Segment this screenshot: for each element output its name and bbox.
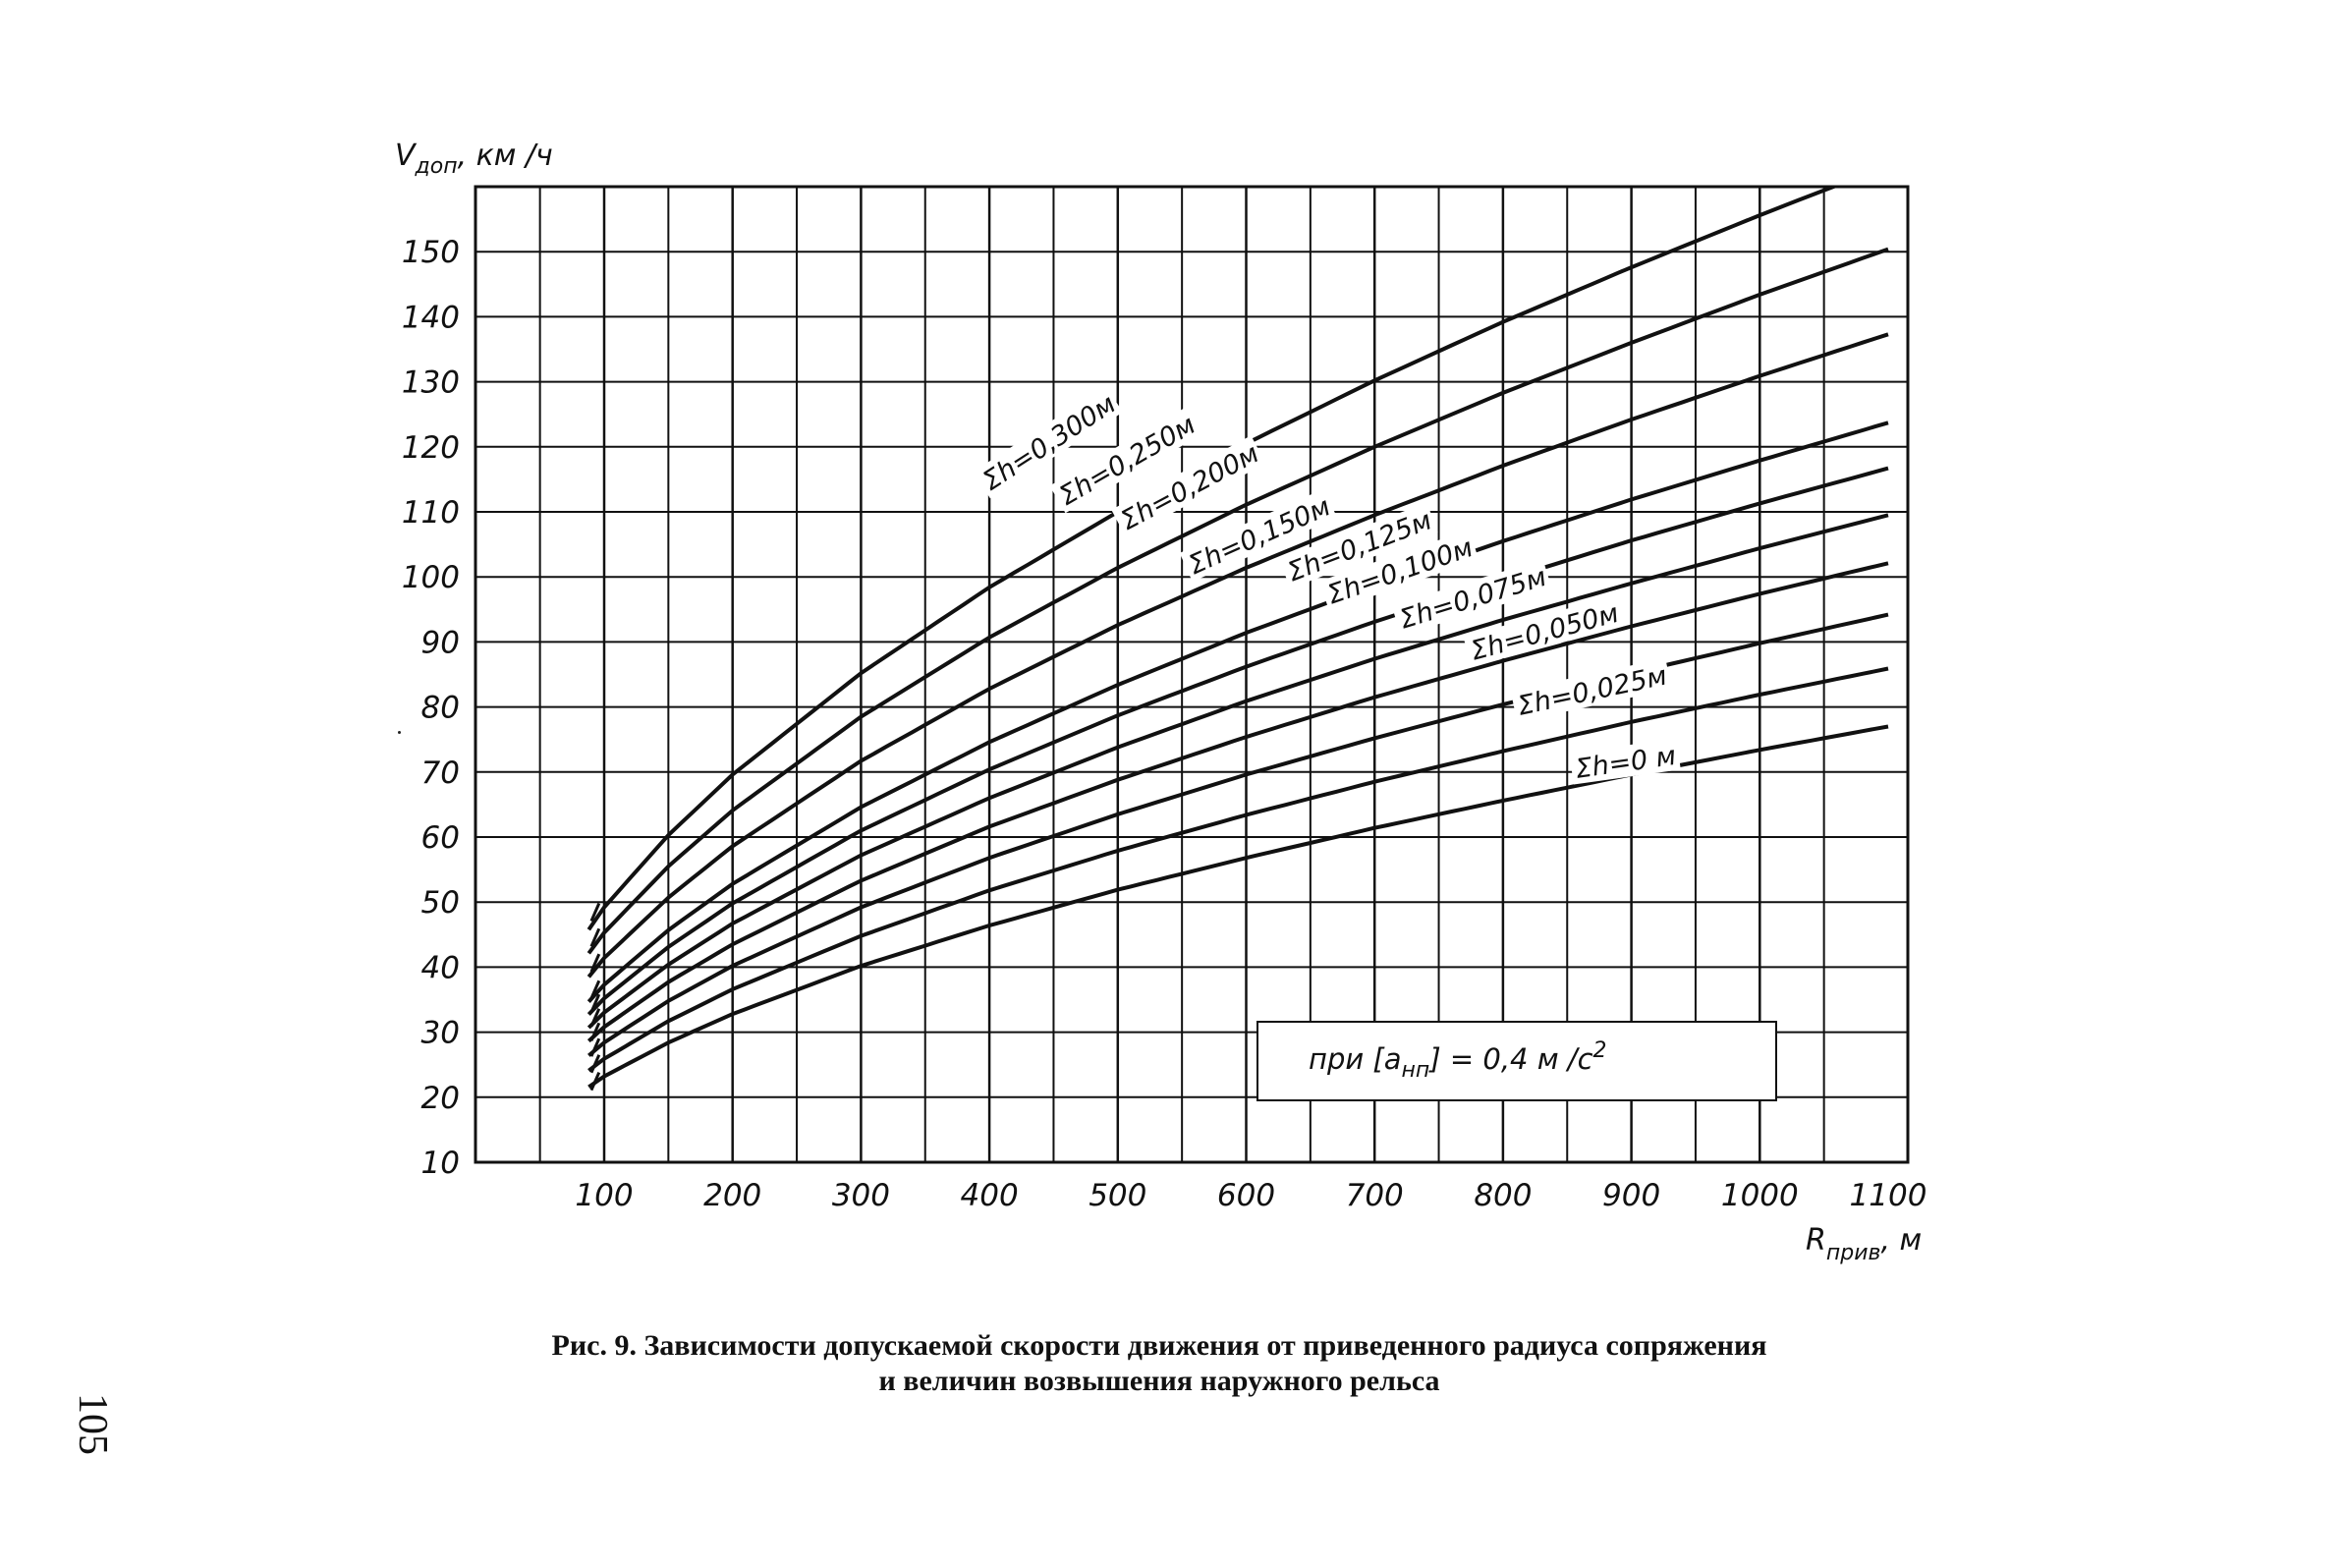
x-tick-label: 900 bbox=[1602, 1178, 1660, 1213]
curve-start-hatch bbox=[589, 980, 601, 999]
curve-Σh=0,025м bbox=[587, 666, 1889, 1073]
curve-Σh=0,200м bbox=[586, 332, 1889, 979]
x-tick-label: 400 bbox=[961, 1178, 1019, 1213]
curve-start-hatch bbox=[589, 1008, 601, 1028]
curve-label-bg bbox=[1049, 406, 1202, 514]
chart-curves bbox=[586, 187, 1889, 1092]
x-tick-label: 700 bbox=[1346, 1178, 1404, 1213]
curve-Σh=0,050м bbox=[587, 612, 1889, 1057]
curve-label-bg bbox=[1278, 502, 1438, 589]
x-tick-label: 1000 bbox=[1721, 1178, 1799, 1213]
curve-label-bg bbox=[1510, 657, 1672, 722]
curve-start-hatch bbox=[589, 993, 601, 1013]
y-tick-label: 140 bbox=[402, 300, 460, 335]
y-tick-label: 90 bbox=[421, 625, 460, 660]
curve-Σh=0,125м bbox=[586, 466, 1889, 1016]
curve-label-group: Σh=0 м bbox=[1569, 738, 1681, 785]
y-tick-label: 20 bbox=[421, 1081, 460, 1116]
y-tick-label: 70 bbox=[421, 756, 460, 791]
curve-start-hatch bbox=[589, 1054, 601, 1074]
x-tick-label: 500 bbox=[1089, 1178, 1146, 1213]
x-tick-label: 300 bbox=[832, 1178, 890, 1213]
y-tick-label: 100 bbox=[402, 560, 460, 595]
curve-start-hatch bbox=[589, 1072, 601, 1092]
note-sup: 2 bbox=[1593, 1038, 1607, 1063]
figure-caption: Рис. 9. Зависимости допускаемой скорости… bbox=[432, 1328, 1886, 1399]
y-tick-label: 60 bbox=[421, 820, 460, 856]
curve-label-bg bbox=[1111, 435, 1266, 538]
curve-Σh=0,075м bbox=[586, 561, 1889, 1043]
caption-line-2: и величин возвышения наружного рельса bbox=[878, 1365, 1440, 1397]
x-tick-label: 600 bbox=[1217, 1178, 1275, 1213]
note-suffix: ] = 0,4 м /с bbox=[1427, 1042, 1592, 1076]
x-tick-label: 200 bbox=[703, 1178, 761, 1213]
curve-start-hatch bbox=[589, 1022, 601, 1041]
stray-dot bbox=[398, 731, 401, 734]
x-axis-title-sub: прив bbox=[1826, 1241, 1881, 1265]
curve-label-bg bbox=[1463, 595, 1625, 667]
curve-Σh=0,100м bbox=[586, 513, 1889, 1030]
x-axis-title: Rприв, м bbox=[1806, 1223, 1922, 1265]
x-axis-title-main: R bbox=[1806, 1223, 1826, 1258]
y-tick-label: 50 bbox=[421, 885, 460, 921]
curve-start-hatch bbox=[589, 953, 601, 973]
curve-label: Σh=0,025м bbox=[1515, 660, 1670, 721]
chart-tick-labels: 10 20 30 40 50 60 70 80 90 100 110 120 130 140 150 100 2… bbox=[402, 235, 1927, 1213]
curve-label: Σh=0 м bbox=[1574, 741, 1678, 785]
y-tick-label: 110 bbox=[402, 495, 460, 531]
note-prefix: при [a bbox=[1309, 1042, 1402, 1076]
y-tick-label: 40 bbox=[421, 950, 460, 985]
y-tick-label: 120 bbox=[402, 430, 460, 466]
page-number: 105 bbox=[70, 1393, 115, 1455]
y-axis-title-sub: доп bbox=[415, 154, 458, 179]
curve-start-hatch bbox=[589, 1037, 601, 1057]
curve-Σh=0,250м bbox=[586, 247, 1889, 955]
curve-Σh=0,150м bbox=[586, 420, 1889, 1003]
curve-start-hatch bbox=[589, 927, 601, 947]
curve-label-bg bbox=[1318, 530, 1480, 611]
x-tick-label: 800 bbox=[1474, 1178, 1532, 1213]
x-tick-label: 100 bbox=[575, 1178, 633, 1213]
curve-start-hatch bbox=[589, 902, 601, 923]
y-tick-label: 80 bbox=[421, 691, 460, 726]
y-tick-label: 30 bbox=[421, 1016, 460, 1051]
chart-curve-labels: Σh=0,300мΣh=0,250мΣh=0,200мΣh=0,150мΣh=0… bbox=[973, 385, 1681, 785]
y-tick-label: 130 bbox=[402, 365, 460, 401]
curve-label-bg bbox=[1179, 488, 1337, 583]
curve-label-bg bbox=[1391, 559, 1552, 636]
caption-line-1: Рис. 9. Зависимости допускаемой скорости… bbox=[551, 1329, 1767, 1362]
note-box: при [aнп] = 0,4 м /с2 bbox=[1256, 1021, 1777, 1101]
y-axis-title-unit: , км /ч bbox=[458, 139, 553, 173]
chart-grid bbox=[474, 185, 1910, 1164]
curve-label-bg bbox=[1569, 738, 1681, 785]
note-text: при [aнп] = 0,4 м /с2 bbox=[1309, 1038, 1607, 1083]
y-tick-label: 150 bbox=[402, 235, 460, 270]
x-axis-title-unit: , м bbox=[1880, 1223, 1922, 1258]
y-axis-title: Vдоп, км /ч bbox=[395, 139, 553, 179]
curve-label-group: Σh=0,025м bbox=[1510, 657, 1672, 722]
curve-label-bg bbox=[973, 385, 1123, 499]
note-sub: нп bbox=[1402, 1058, 1430, 1083]
plot-frame bbox=[474, 185, 1910, 1164]
y-axis-title-main: V bbox=[395, 139, 418, 173]
x-tick-label: 1100 bbox=[1850, 1178, 1927, 1213]
y-tick-label: 10 bbox=[421, 1146, 460, 1181]
